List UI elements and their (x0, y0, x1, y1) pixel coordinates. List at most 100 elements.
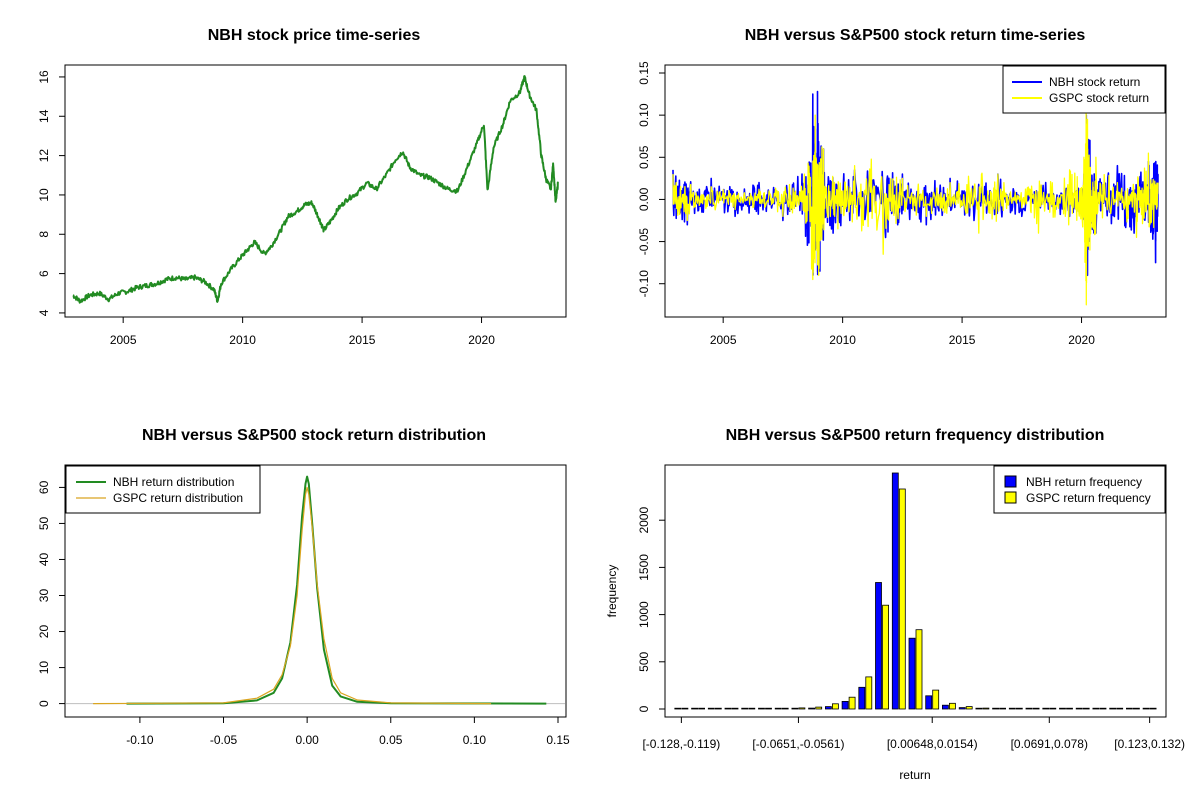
y-tick-label: 40 (37, 552, 51, 566)
y-tick-label: 0.15 (637, 61, 651, 85)
bar-gspc-19 (999, 707, 1006, 710)
x-tick-label: [-0.0651,-0.0561) (752, 737, 844, 751)
y-tick-label: 14 (37, 109, 51, 123)
x-tick-label: -0.10 (126, 733, 154, 747)
legend-label-nbh-distribution: NBH return distribution (113, 475, 234, 489)
bar-gspc-2 (714, 707, 722, 710)
bar-nbh-9 (825, 706, 832, 710)
y-tick-label: 20 (37, 625, 51, 639)
bar-nbh-27 (1126, 707, 1133, 710)
y-tick-label: 6 (37, 270, 51, 277)
x-tick-label: [-0.128,-0.119) (642, 737, 720, 751)
bar-gspc-27 (1133, 707, 1140, 710)
legend-label-gspc-distribution: GSPC return distribution (113, 491, 243, 505)
legend-returns: NBH stock return GSPC stock return (1002, 65, 1166, 114)
panel-return-distribution: NBH versus S&P500 stock return distribut… (37, 427, 570, 747)
bar-gspc-22 (1049, 707, 1057, 710)
chart-title-returns: NBH versus S&P500 stock return time-seri… (745, 27, 1086, 44)
legend-distribution: NBH return distribution GSPC return dist… (65, 465, 261, 514)
y-tick-label: 2000 (637, 507, 651, 534)
bar-nbh-28 (1142, 707, 1150, 710)
y-tick-label: -0.05 (637, 228, 651, 256)
legend-swatch-gspc-frequency (1004, 491, 1017, 504)
chart-title-frequency: NBH versus S&P500 return frequency distr… (726, 427, 1105, 444)
x-tick-label: -0.05 (210, 733, 238, 747)
series-line-nbh-price (72, 75, 559, 304)
y-tick-label: 0.10 (637, 103, 651, 127)
bar-gspc-5 (765, 707, 772, 710)
series-line-gspc-return (672, 112, 1159, 306)
bar-nbh-17 (958, 707, 966, 710)
bar-nbh-4 (741, 707, 749, 710)
chart-title-distribution: NBH versus S&P500 stock return distribut… (142, 427, 486, 444)
bar-gspc-17 (965, 706, 973, 710)
legend-label-gspc-return: GSPC stock return (1049, 91, 1149, 105)
x-tick-label: 2015 (949, 333, 976, 347)
bar-gspc-21 (1032, 707, 1040, 710)
bar-nbh-21 (1025, 707, 1033, 710)
y-tick-label: 0 (37, 700, 51, 707)
x-tick-label: 0.05 (379, 733, 403, 747)
y-tick-label: 1500 (637, 554, 651, 581)
y-tick-label: 0.00 (637, 187, 651, 211)
y-tick-label: 10 (37, 661, 51, 675)
legend-box-distribution (65, 465, 261, 514)
bar-gspc-12 (882, 604, 889, 710)
bar-gspc-0 (681, 707, 689, 710)
bar-gspc-14 (915, 629, 923, 710)
bar-nbh-1 (691, 707, 698, 710)
bar-nbh-18 (975, 707, 983, 710)
bar-nbh-15 (925, 695, 933, 710)
bar-nbh-5 (758, 707, 765, 710)
bar-nbh-7 (791, 707, 799, 710)
bar-nbh-26 (1109, 707, 1117, 710)
bar-nbh-22 (1042, 707, 1050, 710)
legend-label-nbh-frequency: NBH return frequency (1026, 475, 1142, 489)
legend-box-returns (1002, 65, 1166, 114)
bar-nbh-16 (942, 704, 949, 710)
bar-gspc-18 (982, 707, 990, 710)
bar-nbh-3 (724, 707, 732, 710)
bar-gspc-11 (865, 676, 873, 710)
y-tick-label: 16 (37, 70, 51, 84)
bar-gspc-10 (848, 696, 856, 710)
x-axis-label-frequency: return (899, 768, 930, 782)
panel-return-timeseries: NBH versus S&P500 stock return time-seri… (637, 27, 1167, 347)
legend-box-frequency (993, 465, 1166, 514)
bar-nbh-10 (841, 701, 849, 710)
bar-nbh-23 (1059, 707, 1066, 710)
y-tick-label: 4 (37, 309, 51, 316)
bar-gspc-9 (832, 703, 839, 710)
bar-gspc-4 (748, 707, 756, 710)
y-tick-label: 12 (37, 149, 51, 163)
bar-gspc-23 (1066, 707, 1073, 710)
legend-label-gspc-frequency: GSPC return frequency (1026, 491, 1151, 505)
x-tick-label: 2005 (710, 333, 737, 347)
plot-frame-price (64, 64, 567, 318)
series-line-nbh-return (672, 90, 1159, 277)
x-tick-label: [0.123,0.132) (1114, 737, 1185, 751)
bar-gspc-26 (1116, 707, 1124, 710)
x-tick-label: [0.00648,0.0154) (887, 737, 978, 751)
x-tick-label: 2020 (1068, 333, 1095, 347)
legend-label-nbh-return: NBH stock return (1049, 75, 1140, 89)
bar-nbh-14 (908, 637, 916, 710)
panel-price-timeseries: NBH stock price time-series 2005 2010 2015… (37, 27, 567, 347)
legend-frequency: NBH return frequency GSPC return frequen… (993, 465, 1166, 514)
bar-gspc-1 (698, 707, 705, 710)
x-tick-label: 0.00 (295, 733, 319, 747)
bar-gspc-13 (898, 488, 906, 710)
bar-nbh-8 (808, 707, 815, 710)
bar-nbh-13 (891, 472, 899, 710)
x-tick-label: 2015 (349, 333, 376, 347)
y-tick-label: 8 (37, 231, 51, 238)
bar-gspc-20 (1015, 707, 1023, 710)
x-tick-label: 2010 (829, 333, 856, 347)
bar-gspc-24 (1082, 707, 1090, 710)
series-line-nbh-density (126, 475, 547, 705)
y-tick-label: 50 (37, 516, 51, 530)
x-tick-label: 2010 (229, 333, 256, 347)
bar-gspc-8 (815, 706, 823, 710)
